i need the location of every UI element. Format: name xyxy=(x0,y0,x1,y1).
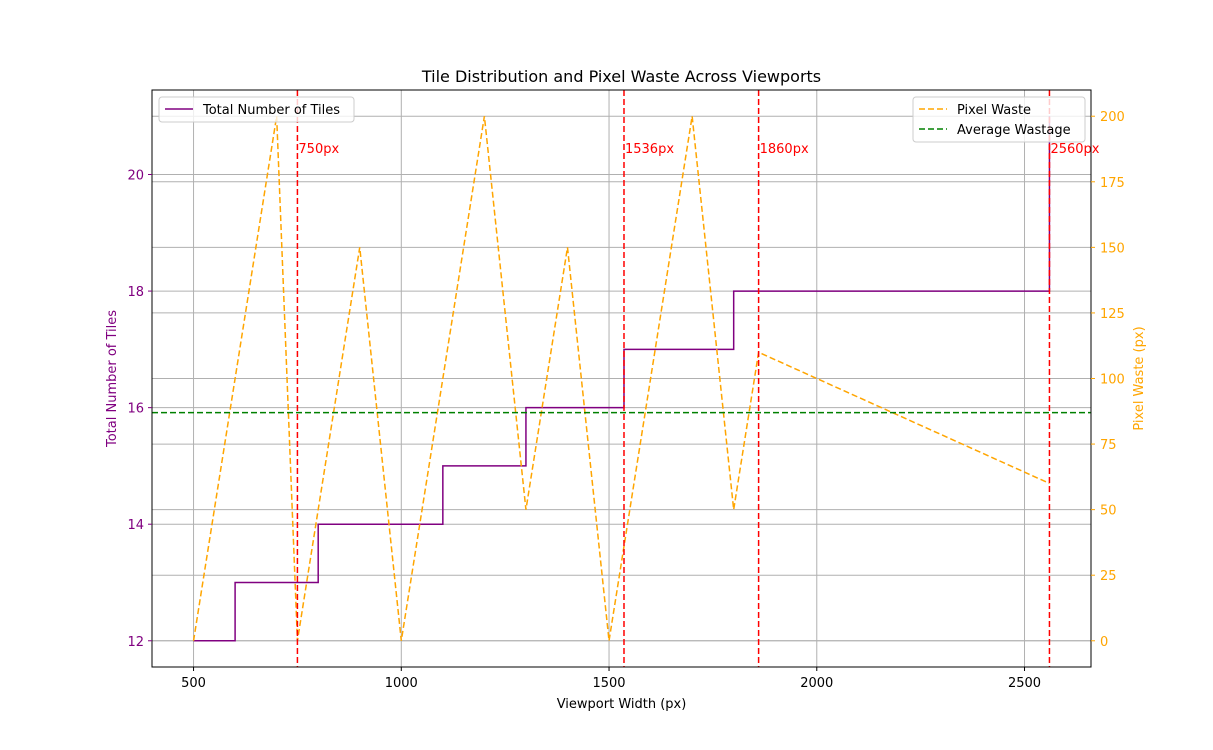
y-tick-label-right: 200 xyxy=(1100,110,1125,125)
y-tick-label-left: 16 xyxy=(127,402,144,417)
y-tick-label-left: 14 xyxy=(127,518,144,533)
chart-title: Tile Distribution and Pixel Waste Across… xyxy=(421,67,821,86)
legend-left-box xyxy=(158,96,355,123)
grid xyxy=(152,90,1091,667)
y-tick-label-right: 100 xyxy=(1100,373,1125,388)
x-axis-label: Viewport Width (px) xyxy=(557,697,687,712)
series-tiles-line xyxy=(193,116,1051,642)
y-tick-label-right: 150 xyxy=(1100,241,1125,256)
x-tick-label: 1500 xyxy=(592,676,625,691)
ticks: 500 1000 1500 2000 2500121416182002550751001… xyxy=(127,110,1124,691)
x-tick-label: 2000 xyxy=(800,676,833,691)
y-tick-label-right: 25 xyxy=(1100,569,1117,584)
y-tick-label-right: 175 xyxy=(1100,176,1125,191)
breakpoint-label: 2560px xyxy=(1050,142,1099,157)
x-tick-label: 2500 xyxy=(1008,676,1041,691)
x-tick-label: 500 xyxy=(181,676,206,691)
y-tick-label-left: 20 xyxy=(127,169,144,184)
breakpoint-label: 1860px xyxy=(760,142,809,157)
legend-right: Pixel Waste Average Wastage xyxy=(912,96,1086,143)
legend-label-waste: Pixel Waste xyxy=(957,103,1031,118)
x-tick-label: 1000 xyxy=(385,676,418,691)
y-tick-label-right: 125 xyxy=(1100,307,1125,322)
y-tick-label-left: 18 xyxy=(127,285,144,300)
breakpoint-label: 750px xyxy=(298,142,339,157)
series-layer: 750px 1536px 1860px 2560px xyxy=(152,90,1100,667)
breakpoint-label: 1536px xyxy=(625,142,674,157)
legend-left: Total Number of Tiles xyxy=(158,96,355,123)
y-tick-label-left: 12 xyxy=(127,635,144,650)
y-axis-label-right: Pixel Waste (px) xyxy=(1132,326,1147,430)
y-tick-label-right: 0 xyxy=(1100,635,1108,650)
legend-label-average: Average Wastage xyxy=(957,123,1071,138)
y-axis-label-left: Total Number of Tiles xyxy=(105,310,120,448)
legend-label-tiles: Total Number of Tiles xyxy=(202,103,340,118)
y-tick-label-right: 75 xyxy=(1100,438,1117,453)
legend-right-box xyxy=(912,96,1086,143)
y-tick-label-right: 50 xyxy=(1100,504,1117,519)
